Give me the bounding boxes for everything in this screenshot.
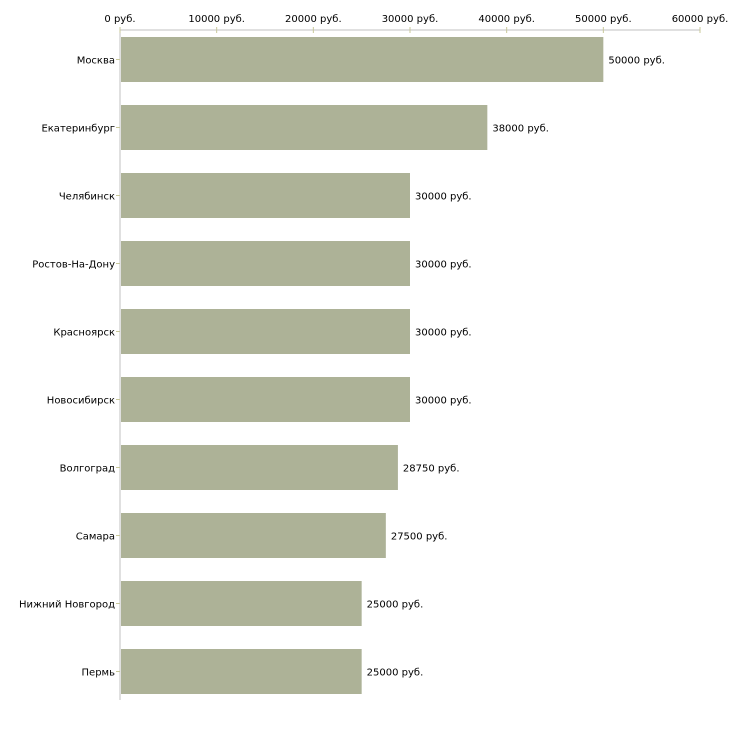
bar (121, 445, 398, 490)
x-tick-label: 0 руб. (104, 14, 135, 25)
x-tick-label: 10000 руб. (188, 14, 245, 25)
x-tick-label: 20000 руб. (285, 14, 342, 25)
x-tick-label: 40000 руб. (478, 14, 535, 25)
bar (121, 309, 410, 354)
value-label: 28750 руб. (403, 464, 460, 475)
bar (121, 241, 410, 286)
category-label: Екатеринбург (41, 124, 115, 135)
value-label: 30000 руб. (415, 396, 472, 407)
category-label: Нижний Новгород (19, 600, 115, 611)
bar (121, 377, 410, 422)
category-label: Новосибирск (47, 396, 115, 407)
category-label: Ростов-На-Дону (32, 260, 115, 271)
value-label: 30000 руб. (415, 260, 472, 271)
category-label: Красноярск (53, 328, 115, 339)
value-label: 25000 руб. (367, 600, 424, 611)
value-label: 27500 руб. (391, 532, 448, 543)
bar (121, 105, 488, 150)
bar (121, 513, 386, 558)
category-label: Самара (76, 532, 115, 543)
category-label: Волгоград (60, 464, 115, 475)
x-tick-label: 60000 руб. (672, 14, 729, 25)
bar (121, 581, 362, 626)
bar (121, 37, 604, 82)
x-tick-label: 30000 руб. (382, 14, 439, 25)
value-label: 50000 руб. (608, 56, 665, 67)
category-label: Пермь (82, 668, 116, 679)
value-label: 30000 руб. (415, 192, 472, 203)
value-label: 25000 руб. (367, 668, 424, 679)
value-label: 38000 руб. (492, 124, 549, 135)
bar (121, 649, 362, 694)
value-label: 30000 руб. (415, 328, 472, 339)
x-tick-label: 50000 руб. (575, 14, 632, 25)
category-label: Москва (77, 56, 115, 67)
bar (121, 173, 410, 218)
category-label: Челябинск (59, 192, 115, 203)
